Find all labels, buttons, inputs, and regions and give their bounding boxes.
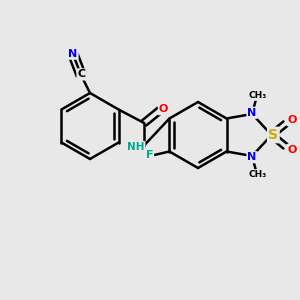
Text: O: O — [159, 104, 168, 114]
Text: N: N — [68, 49, 77, 59]
Text: CH₃: CH₃ — [249, 170, 267, 179]
Text: N: N — [248, 152, 257, 162]
Text: C: C — [77, 69, 86, 80]
Text: N: N — [248, 108, 257, 118]
Text: O: O — [287, 115, 297, 125]
Text: S: S — [268, 128, 278, 142]
Text: O: O — [287, 145, 297, 155]
Text: NH: NH — [127, 142, 144, 152]
Text: F: F — [146, 150, 153, 160]
Text: CH₃: CH₃ — [249, 91, 267, 100]
